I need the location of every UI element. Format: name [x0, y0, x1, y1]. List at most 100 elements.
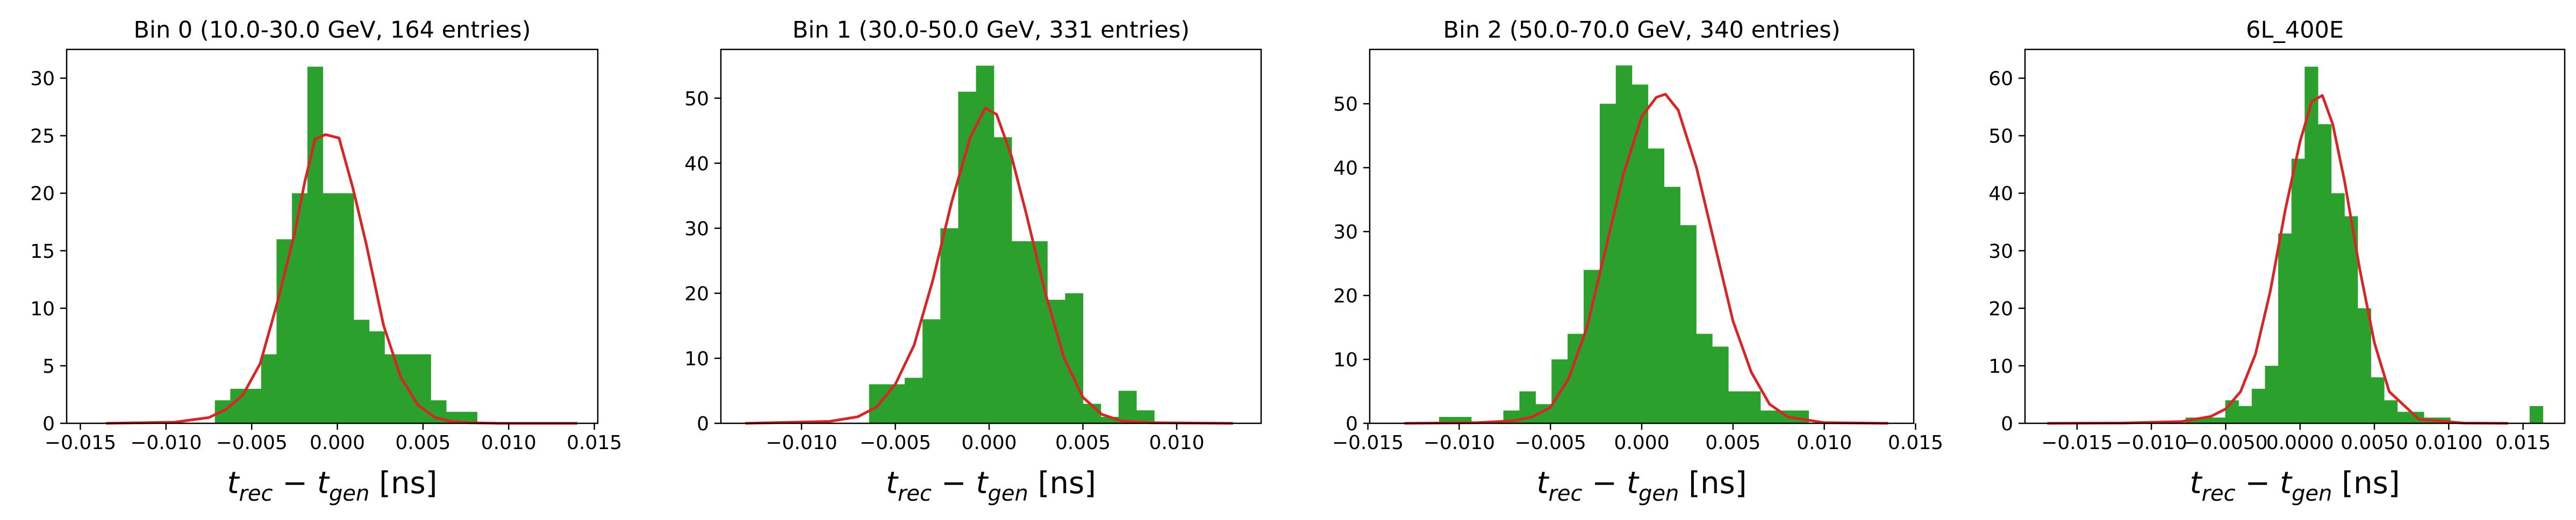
x-tick-label: 0.005	[1705, 432, 1761, 454]
x-tick-label: 0.000	[1614, 432, 1669, 454]
histogram-bar	[2331, 193, 2345, 423]
histogram-bar	[2238, 406, 2252, 423]
x-tick-label: −0.010	[2115, 432, 2187, 454]
histogram-bar	[1439, 417, 1456, 423]
x-axis-label: trec − tgen [ns]	[227, 466, 437, 506]
histogram-bar	[922, 319, 941, 423]
histogram-bar	[2265, 365, 2279, 423]
histogram-bar	[1065, 293, 1084, 423]
panel-bin-2: Bin 2 (50.0-70.0 GeV, 340 entries) −0.01…	[1332, 17, 1943, 506]
x-tick-label: −0.010	[1423, 432, 1495, 454]
y-tick-label: 25	[30, 126, 55, 148]
histogram-bar	[940, 228, 959, 423]
histogram-bar	[1455, 417, 1472, 423]
histogram-bar	[904, 378, 923, 423]
histogram-bar	[323, 193, 339, 423]
x-tick-label: −0.010	[765, 432, 837, 454]
y-tick-label: 30	[30, 68, 55, 90]
y-tick-label: 30	[1988, 241, 2013, 263]
panel-bin-1: Bin 1 (30.0-50.0 GeV, 331 entries) −0.01…	[684, 17, 1262, 506]
x-tick-label: 0.015	[1888, 432, 1943, 454]
x-tick-label: −0.005	[216, 432, 288, 454]
panel-title: Bin 1 (30.0-50.0 GeV, 331 entries)	[792, 17, 1190, 44]
histogram-bar	[2291, 158, 2305, 423]
histogram-bar	[1712, 346, 1729, 423]
histogram-bar	[1615, 65, 1633, 423]
axes-frame	[2024, 48, 2566, 424]
x-tick-label: 0.005	[1055, 432, 1111, 454]
axes-frame	[66, 48, 599, 424]
y-tick-label: 5	[42, 356, 55, 378]
x-tick-label: 0.015	[2495, 432, 2551, 454]
y-tick-label: 0	[1346, 413, 1358, 435]
histogram-bar	[1760, 410, 1777, 423]
histogram-bar	[1029, 241, 1048, 423]
histogram-bar	[1776, 410, 1793, 423]
x-tick-label: 0.005	[395, 432, 450, 454]
y-tick-label: 15	[30, 241, 55, 263]
histogram-bar	[1648, 148, 1665, 423]
y-tick-label: 40	[684, 153, 709, 175]
x-tick-label: 0.010	[1149, 432, 1204, 454]
histogram-bar	[307, 67, 324, 424]
panel-title: Bin 0 (10.0-30.0 GeV, 164 entries)	[134, 17, 531, 44]
fit-curve	[1404, 92, 1888, 425]
y-tick-label: 60	[1988, 68, 2013, 90]
histogram-bar	[369, 331, 385, 423]
histogram-bar	[976, 66, 994, 424]
fit-curve	[745, 106, 1233, 425]
histogram-bar	[2212, 417, 2226, 423]
fit-curve	[106, 133, 577, 425]
histogram-bar	[1118, 391, 1137, 423]
histogram-bar	[2278, 233, 2292, 423]
x-tick-label: 0.000	[310, 432, 365, 454]
y-tick-label: 50	[1333, 93, 1358, 115]
x-tick-label: 0.010	[481, 432, 536, 454]
histogram-bar	[958, 91, 977, 424]
histogram-bar	[338, 193, 354, 423]
histogram-bar	[2305, 67, 2319, 424]
y-tick-label: 50	[684, 88, 709, 110]
y-tick-label: 30	[1333, 221, 1358, 243]
y-tick-label: 40	[1988, 183, 2013, 205]
histogram-bar	[353, 320, 370, 423]
y-tick-label: 0	[2001, 413, 2013, 435]
histogram-bar	[2371, 377, 2385, 423]
histogram-bar	[993, 137, 1012, 423]
x-axis-label: trec − tgen [ns]	[1536, 466, 1747, 506]
x-tick-label: −0.015	[45, 432, 116, 454]
histogram-bar	[1728, 391, 1745, 423]
x-tick-label: −0.005	[860, 432, 931, 454]
x-tick-label: 0.010	[1797, 432, 1852, 454]
axes-frame	[720, 48, 1262, 424]
histogram-bar	[2384, 400, 2398, 423]
histogram-bar	[1584, 270, 1600, 423]
x-axis-label: trec − tgen [ns]	[886, 466, 1096, 506]
histogram-bar	[1047, 300, 1065, 423]
histogram-bar	[2251, 388, 2266, 423]
histogram-bar	[276, 239, 292, 423]
panel-bin-0: Bin 0 (10.0-30.0 GeV, 164 entries) −0.01…	[30, 17, 622, 506]
plot-area: −0.015 −0.010 −0.005 0.000 0.005 0.010 0.015 0 5…	[30, 48, 622, 454]
histogram-bar	[2225, 400, 2239, 423]
histogram-bar	[1664, 186, 1680, 423]
x-tick-label: −0.0050	[2184, 432, 2267, 454]
plot-area: −0.010 −0.005 0.000 0.005 0.010 0 10 20 30 40 50	[684, 48, 1262, 454]
x-tick-label: 0.000	[961, 432, 1017, 454]
y-tick-label: 0	[42, 413, 55, 435]
y-tick-label: 20	[1988, 298, 2013, 320]
y-tick-label: 40	[1333, 157, 1358, 179]
histogram-bar	[461, 411, 477, 423]
y-tick-label: 10	[30, 298, 55, 320]
panel-title: 6L_400E	[2246, 17, 2344, 44]
y-tick-label: 10	[1333, 349, 1358, 371]
x-axis-label: trec − tgen [ns]	[2189, 466, 2400, 506]
y-tick-label: 20	[30, 183, 55, 205]
x-tick-label: −0.015	[1332, 432, 1404, 454]
y-tick-label: 20	[1333, 285, 1358, 307]
histogram-bar	[246, 388, 262, 423]
histogram-bar	[2529, 406, 2543, 423]
